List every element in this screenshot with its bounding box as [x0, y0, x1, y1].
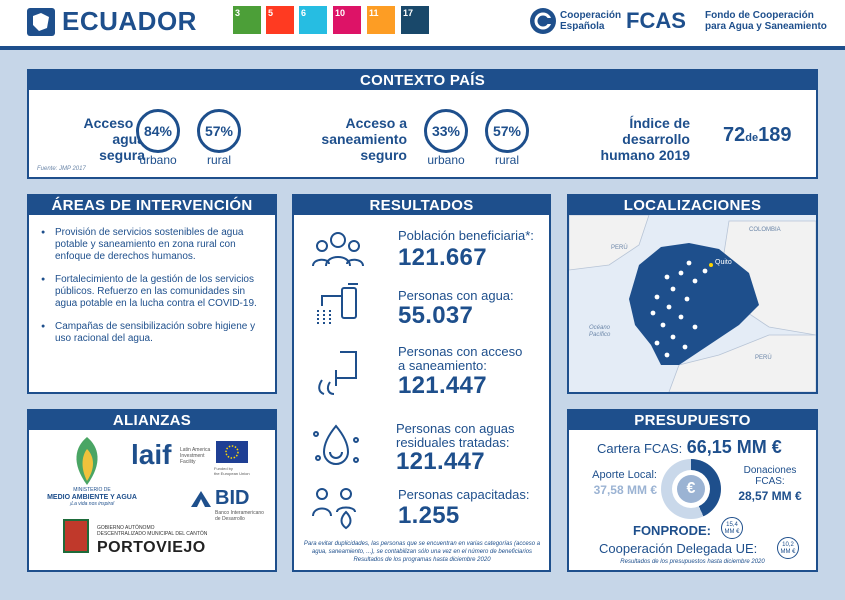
resultados-note: Para evitar duplicidades, las personas q… [303, 541, 541, 563]
result-label: Personas con aguas residuales tratadas: [396, 421, 515, 450]
fcas-name: Fondo de Cooperación para Agua y Saneami… [705, 10, 827, 32]
list-item: Provisión de servicios sostenibles de ag… [41, 227, 263, 263]
agua-segura-label: Acceso a agua segura [83, 115, 145, 163]
cooperacion-espanola-name: Cooperación Española [560, 10, 622, 32]
map-label-quito: Quito [715, 259, 732, 266]
location-markers-icon [650, 260, 713, 358]
fcas-logo: FCAS [626, 8, 686, 33]
header-divider [0, 46, 845, 50]
agua-rural-caption: rural [206, 153, 231, 167]
map-label-ocean: Océano Pacífico [589, 325, 611, 338]
areas-list: Provisión de servicios sostenibles de ag… [29, 215, 275, 345]
result-label: Personas con agua: [398, 288, 514, 303]
laif-logo: laif [131, 439, 172, 470]
map-label-peru-nw: PERÚ [611, 245, 628, 251]
donaciones-fcas-label: Donaciones FCAS: [743, 465, 797, 487]
saneamiento-rural-ring: 57% [485, 109, 529, 153]
contexto-pais-panel: CONTEXTO PAÍS Acceso a agua segura 84% urb… [27, 69, 818, 179]
sdg-11-icon: 11 [367, 6, 395, 34]
idh-rank: 72de189 [723, 124, 792, 146]
resultados-title: RESULTADOS [294, 196, 549, 215]
list-item: Fortalecimiento de la gestión de los ser… [41, 274, 263, 310]
alianzas-title: ALIANZAS [29, 411, 275, 430]
fonprode-label: FONPRODE: [633, 523, 711, 538]
laif-subtitle: Latin America Investment Facility [180, 447, 211, 465]
contexto-pais-title: CONTEXTO PAÍS [29, 71, 816, 90]
sdg-17-icon: 17 [401, 6, 429, 34]
eu-flag-icon [216, 441, 248, 463]
localizaciones-title: LOCALIZACIONES [569, 196, 816, 215]
cartera-fcas: Cartera FCAS: 66,15 MM € [597, 437, 782, 457]
portoviejo-gov-name: GOBIERNO AUTÓNOMO DESCENTRALIZADO MUNICIP… [97, 525, 208, 537]
list-item: Campañas de sensibilización sobre higien… [41, 321, 263, 345]
result-value: 121.667 [398, 244, 487, 271]
sdg-10-icon: 10 [333, 6, 361, 34]
wastewater-drop-icon [308, 420, 364, 470]
portoviejo-shield-icon [63, 519, 89, 553]
result-value: 55.037 [398, 302, 474, 329]
localizaciones-panel: LOCALIZACIONES COLOMBIA PERÚ PERÚ Quito … [567, 194, 818, 394]
saneamiento-urbano-ring: 33% [424, 109, 468, 153]
bid-logo: BID [215, 487, 250, 509]
sdg-3-icon: 3 [233, 6, 261, 34]
sanitation-pipe-icon [312, 348, 368, 398]
country-title: ECUADOR [62, 6, 197, 36]
budget-donut: € [661, 459, 721, 519]
cooperacion-delegada-value: 10,2 MM € [777, 537, 799, 559]
result-label: Población beneficiaria*: [398, 228, 534, 243]
sdg-6-icon: 6 [299, 6, 327, 34]
result-label: Personas con acceso a saneamiento: [398, 344, 523, 373]
idh-label: Índice de desarrollo humano 2019 [600, 115, 690, 163]
aporte-local-label: Aporte Local: [592, 469, 657, 481]
result-value: 121.447 [398, 372, 487, 399]
map-label-peru-se: PERÚ [755, 355, 772, 361]
resultados-panel: RESULTADOS Población beneficiaria*: 121.… [292, 194, 551, 572]
euro-icon: € [677, 475, 705, 503]
population-icon [310, 226, 366, 276]
presupuesto-title: PRESUPUESTO [569, 411, 816, 430]
presupuesto-panel: PRESUPUESTO Cartera FCAS: 66,15 MM € Apo… [567, 409, 818, 572]
contexto-source: Fuente: JMP 2017 [37, 166, 86, 172]
eu-subtitle: Funded by the European Union [214, 466, 250, 476]
result-label: Personas capacitadas: [398, 487, 530, 502]
result-value: 1.255 [398, 502, 460, 529]
result-value: 121.447 [396, 448, 485, 475]
agua-urbano-ring: 84% [136, 109, 180, 153]
ministerio-name: MINISTERIO DE MEDIO AMBIENTE Y AGUA ¡La … [47, 487, 137, 507]
ecuador-map: COLOMBIA PERÚ PERÚ Quito Océano Pacífico [568, 214, 817, 393]
training-people-icon [308, 482, 364, 532]
bid-logo-icon [189, 489, 213, 509]
saneamiento-urbano-caption: urbano [427, 153, 465, 167]
sdg-5-icon: 5 [266, 6, 294, 34]
areas-intervencion-panel: ÁREAS DE INTERVENCIÓN Provisión de servi… [27, 194, 277, 394]
aporte-local-value: 37,58 MM € [593, 483, 657, 497]
fonprode-value: 15,4 MM € [721, 517, 743, 539]
alianzas-panel: ALIANZAS MINISTERIO DE MEDIO AMBIENTE Y … [27, 409, 277, 572]
saneamiento-rural-caption: rural [494, 153, 519, 167]
agua-urbano-caption: urbano [139, 153, 177, 167]
portoviejo-name: PORTOVIEJO [97, 539, 206, 556]
agua-rural-ring: 57% [197, 109, 241, 153]
donaciones-fcas-value: 28,57 MM € [738, 489, 802, 503]
map-label-colombia: COLOMBIA [749, 227, 781, 233]
ecuador-map-icon [27, 8, 55, 36]
cooperacion-delegada-label: Cooperación Delegada UE: [599, 541, 758, 556]
bid-subtitle: Banco Interamericano de Desarrollo [215, 510, 264, 522]
presupuesto-note: Resultados de los presupuestos hasta dic… [620, 559, 765, 565]
saneamiento-seguro-label: Acceso a saneamiento seguro [321, 115, 407, 163]
cooperacion-espanola-logo-icon [530, 8, 556, 34]
water-tap-icon [312, 280, 368, 330]
ministerio-logo-icon [69, 435, 105, 487]
areas-title: ÁREAS DE INTERVENCIÓN [29, 196, 275, 215]
